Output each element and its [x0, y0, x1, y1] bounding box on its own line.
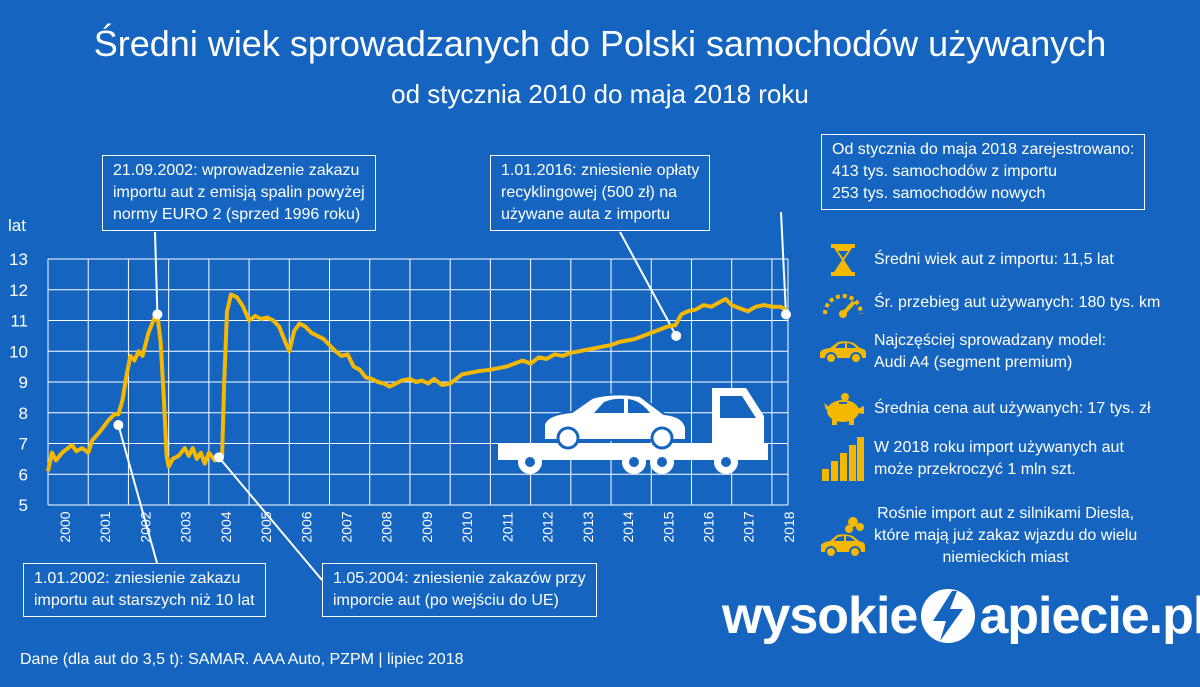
annotation-box-2016-recycling: 1.01.2016: zniesienie opłaty recyklingow…	[490, 155, 711, 231]
fact-text: Średnia cena aut używanych: 17 tys. zł	[874, 400, 1151, 417]
annotation-point	[113, 420, 124, 431]
x-tick-label: 2011	[499, 512, 515, 542]
y-tick-label: 9	[19, 373, 28, 392]
brand-text-left: wysokie	[722, 587, 918, 645]
annotation-box-2004-eu: 1.05.2004: zniesienie zakazów przy impor…	[322, 563, 597, 617]
x-tick-label: 2001	[97, 511, 113, 542]
annotation-text: normy EURO 2 (sprzed 1996 roku)	[113, 206, 361, 223]
annotation-leader	[218, 456, 323, 581]
x-tick-label: 2004	[218, 511, 234, 542]
annotation-text: 21.09.2002: wprowadzenie zakazu	[113, 162, 360, 179]
annotation-text: 1.01.2002: zniesienie zakazu	[34, 570, 241, 587]
annotation-text: 1.05.2004: zniesienie zakazów przy	[333, 570, 586, 587]
annotation-text: 1.01.2016: zniesienie opłaty	[501, 162, 700, 179]
x-tick-label: 2010	[459, 511, 475, 542]
fact-text: niemieckich miast	[942, 549, 1069, 566]
fact-mileage: Śr. przebieg aut używanych: 180 tys. km	[818, 286, 1160, 320]
annotation-leader	[117, 424, 158, 564]
y-tick-label: 12	[9, 281, 28, 300]
chart-grid	[47, 258, 789, 506]
fact-text-block: Rośnie import aut z silnikami Diesla, kt…	[874, 503, 1137, 569]
fact-average-age: Średni wiek aut z importu: 11,5 lat	[818, 243, 1114, 277]
annotation-leader-lines	[117, 211, 787, 581]
x-tick-label: 2006	[298, 511, 314, 542]
annotation-leader	[154, 231, 159, 315]
x-tick-label: 2002	[137, 511, 153, 542]
x-tick-label: 2003	[178, 511, 194, 542]
x-tick-label: 2018	[781, 511, 797, 542]
series-line-average-age	[46, 292, 787, 472]
x-tick-label: 2014	[620, 511, 636, 542]
y-tick-labels: 5 6 7 8 9 10 11 12 13	[9, 250, 28, 515]
tow-truck-illustration	[498, 388, 768, 474]
annotation-points	[113, 309, 791, 463]
annotation-text: imporcie aut (po wejściu do UE)	[333, 592, 559, 609]
y-tick-label: 10	[9, 342, 28, 361]
fact-text: Rośnie import aut z silnikami Diesla,	[877, 505, 1135, 522]
x-tick-labels: 2000 2001 2002 2003 2004 2005 2006 2007 2008 2009…	[57, 511, 797, 542]
fact-text: W 2018 roku import używanych aut	[874, 439, 1124, 456]
x-tick-label: 2012	[540, 511, 556, 542]
fact-text: Najczęściej sprowadzany model:	[874, 332, 1107, 349]
chart-subtitle: od stycznia 2010 do maja 2018 roku	[391, 79, 809, 109]
chart-title: Średni wiek sprowadzanych do Polski samo…	[93, 23, 1107, 64]
y-axis-label: lat	[8, 216, 26, 235]
y-tick-label: 8	[19, 404, 28, 423]
fact-text: Audi A4 (segment premium)	[874, 354, 1073, 371]
x-tick-label: 2017	[741, 511, 757, 542]
x-tick-label: 2009	[419, 511, 435, 542]
bar-growth-icon	[818, 437, 868, 481]
brand-text-right: apiecie.pl	[979, 587, 1200, 645]
fact-text-block: Najczęściej sprowadzany model: Audi A4 (…	[874, 330, 1106, 374]
annotation-text: 253 tys. samochodów nowych	[832, 185, 1046, 202]
y-tick-label: 5	[19, 496, 28, 515]
fact-text: może przekroczyć 1 mln szt.	[874, 461, 1076, 478]
annotation-box-2002-age-ban: 1.01.2002: zniesienie zakazu importu aut…	[23, 563, 266, 617]
x-tick-label: 2015	[660, 511, 676, 542]
annotation-text: Od stycznia do maja 2018 zarejestrowano:	[832, 141, 1135, 158]
fact-import-forecast: W 2018 roku import używanych aut może pr…	[818, 437, 1124, 481]
x-tick-label: 2000	[57, 511, 73, 542]
x-tick-label: 2008	[379, 511, 395, 542]
data-source: Dane (dla aut do 3,5 t): SAMAR. AAA Auto…	[20, 651, 464, 668]
lightning-n-icon	[921, 589, 976, 643]
y-tick-label: 13	[9, 250, 28, 269]
car-icon	[818, 335, 868, 369]
annotation-leader	[780, 211, 787, 315]
x-tick-label: 2016	[700, 511, 716, 542]
x-tick-label: 2013	[580, 511, 596, 542]
brand-logo: wysokie apiecie.pl	[722, 586, 1200, 646]
annotation-leader	[619, 231, 678, 337]
annotation-point	[152, 309, 163, 320]
annotation-text: 413 tys. samochodów z importu	[832, 163, 1057, 180]
y-tick-label: 11	[10, 312, 28, 331]
fact-text-block: W 2018 roku import używanych aut może pr…	[874, 437, 1124, 481]
fact-text: Średni wiek aut z importu: 11,5 lat	[874, 251, 1114, 268]
annotation-point	[213, 452, 224, 463]
annotation-text: importu aut starszych niż 10 lat	[34, 592, 255, 609]
annotation-box-2018-registrations: Od stycznia do maja 2018 zarejestrowano:…	[821, 134, 1146, 210]
x-tick-label: 2005	[258, 511, 274, 542]
piggy-bank-icon	[818, 392, 868, 426]
fact-popular-model: Najczęściej sprowadzany model: Audi A4 (…	[818, 330, 1106, 374]
fact-text: które mają już zakaz wjazdu do wielu	[874, 527, 1138, 544]
y-tick-label: 6	[19, 465, 28, 484]
fact-average-price: Średnia cena aut używanych: 17 tys. zł	[818, 392, 1151, 426]
annotation-box-2002-euro2: 21.09.2002: wprowadzenie zakazu importu …	[102, 155, 376, 231]
y-tick-label: 7	[19, 435, 28, 454]
annotation-point	[671, 330, 682, 341]
speedometer-icon	[818, 286, 868, 320]
annotation-text: importu aut z emisją spalin powyżej	[113, 184, 365, 201]
annotation-point	[780, 309, 791, 320]
annotation-text: recyklingowej (500 zł) na	[501, 184, 678, 201]
x-tick-label: 2007	[339, 511, 355, 542]
annotation-text: używane auta z importu	[501, 206, 670, 223]
hourglass-icon	[818, 243, 868, 277]
fact-diesel: Rośnie import aut z silnikami Diesla, kt…	[818, 503, 1137, 569]
fact-text: Śr. przebieg aut używanych: 180 tys. km	[874, 294, 1161, 311]
diesel-car-smoke-icon	[818, 517, 868, 558]
